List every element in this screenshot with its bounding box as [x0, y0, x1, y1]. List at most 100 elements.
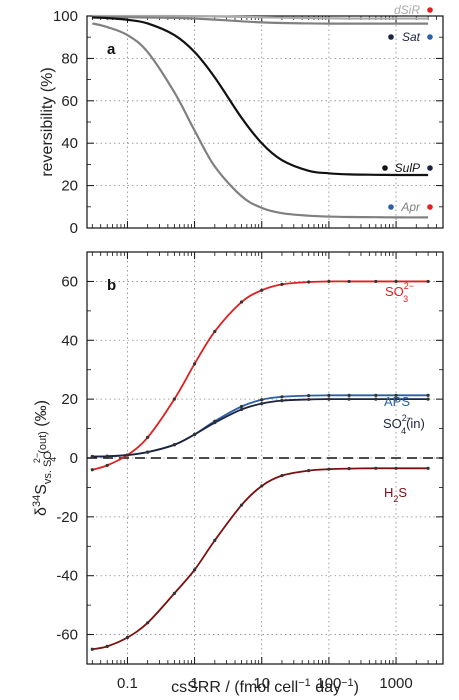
series-line-1	[92, 15, 429, 25]
data-point	[239, 300, 244, 304]
data-point	[239, 503, 244, 507]
data-point	[213, 329, 217, 334]
legend-dot	[427, 34, 433, 40]
data-point	[260, 484, 264, 488]
data-point	[347, 397, 351, 401]
data-point	[90, 647, 94, 651]
panel-a-frame	[86, 15, 444, 229]
data-point	[172, 443, 176, 447]
x-tick-label: 1	[190, 675, 198, 692]
series-line-0	[92, 280, 429, 471]
x-tick-label: 0.1	[117, 675, 138, 692]
data-point	[394, 397, 398, 401]
data-point	[327, 467, 331, 471]
panel-b-xlabel: csSRR / (fmol cell−1 day−1)	[171, 677, 359, 696]
panel-a-letter: a	[107, 41, 116, 58]
data-point	[213, 538, 217, 543]
legend-dot	[382, 165, 388, 171]
data-point	[260, 288, 264, 292]
panel-b: -60 -40 -20 0 20 40 60 0.1 1 10 100 1000 b δ34Svs. …	[31, 251, 444, 696]
data-point	[307, 469, 311, 473]
y-tick-label: 0	[70, 450, 78, 467]
data-point	[394, 393, 398, 397]
data-point	[327, 393, 331, 397]
data-point	[374, 279, 378, 284]
series-line-3	[92, 22, 429, 219]
y-tick-label: 0	[70, 220, 78, 237]
data-point	[105, 454, 109, 458]
panel-a-legend: dSiR Sat SulP Apr	[382, 3, 433, 214]
data-point	[307, 394, 311, 398]
data-point	[426, 393, 430, 397]
data-point	[307, 280, 311, 284]
data-point	[146, 435, 150, 439]
panel-a-grid	[87, 16, 443, 228]
y-tick-label: 60	[61, 93, 78, 110]
data-point	[280, 399, 284, 403]
data-point	[192, 362, 197, 366]
data-point	[125, 453, 130, 457]
data-point	[192, 568, 197, 572]
data-point	[213, 421, 217, 425]
data-point	[105, 644, 109, 648]
data-point	[307, 397, 311, 402]
x-tick-label: 100	[316, 675, 341, 692]
data-point	[146, 621, 150, 625]
y-tick-label: -60	[56, 627, 78, 644]
data-point	[347, 279, 351, 284]
data-point	[125, 635, 130, 640]
label-so3: SO2− 3	[385, 281, 414, 304]
legend-dot	[427, 204, 433, 210]
data-point	[347, 466, 351, 471]
data-point	[146, 450, 150, 454]
x-tick-label: 1000	[379, 675, 412, 692]
series-line-2	[92, 398, 429, 458]
panel-b-lines	[90, 279, 430, 651]
panel-a-lines	[92, 14, 429, 219]
data-point	[327, 279, 331, 284]
data-point	[172, 397, 176, 401]
panel-b-letter: b	[107, 277, 116, 294]
label-h2s: H2S	[384, 485, 407, 504]
data-point	[327, 397, 331, 401]
panel-b-grid	[87, 252, 443, 664]
y-tick-label: 100	[53, 8, 78, 25]
panel-b-ticks: -60 -40 -20 0 20 40 60 0.1 1 10 100 1000	[56, 251, 444, 692]
data-point	[394, 466, 398, 470]
data-point	[172, 591, 176, 595]
data-point	[347, 393, 351, 397]
series-line-2	[92, 16, 429, 177]
y-tick-label: 80	[61, 50, 78, 67]
y-tick-label: 20	[61, 391, 78, 408]
data-point	[192, 432, 197, 437]
data-point	[374, 397, 378, 401]
data-point	[280, 474, 284, 478]
data-point	[280, 395, 284, 399]
legend-label: dSiR	[394, 3, 420, 17]
data-point	[374, 393, 378, 397]
data-point	[239, 404, 244, 409]
panel-a-ticks: 0 20 40 60 80 100	[53, 8, 444, 237]
y-tick-label: 60	[61, 273, 78, 290]
data-point	[239, 407, 244, 412]
panel-b-ylabel: δ34Svs. SO2− 4 (out) (‰)	[31, 400, 58, 516]
panel-a: 0 20 40 60 80 100 a reversibility (%) dSiR Sat…	[39, 3, 444, 237]
series-line-3	[92, 467, 429, 651]
legend-label: SulP	[395, 161, 420, 175]
data-point	[260, 398, 264, 402]
panel-a-ylabel: reversibility (%)	[39, 67, 56, 176]
data-point	[260, 401, 264, 406]
legend-dot	[427, 165, 433, 171]
series-line-0	[92, 14, 429, 20]
y-tick-label: 40	[61, 135, 78, 152]
data-point	[105, 463, 109, 467]
x-tick-label: 10	[253, 675, 270, 692]
y-tick-label: -20	[56, 509, 78, 526]
label-so4-in: SO2− 4(in)	[383, 413, 425, 436]
data-point	[280, 282, 284, 286]
y-tick-label: 20	[61, 178, 78, 195]
legend-label: Apr	[400, 200, 421, 214]
data-point	[394, 279, 398, 284]
data-point	[90, 468, 94, 472]
